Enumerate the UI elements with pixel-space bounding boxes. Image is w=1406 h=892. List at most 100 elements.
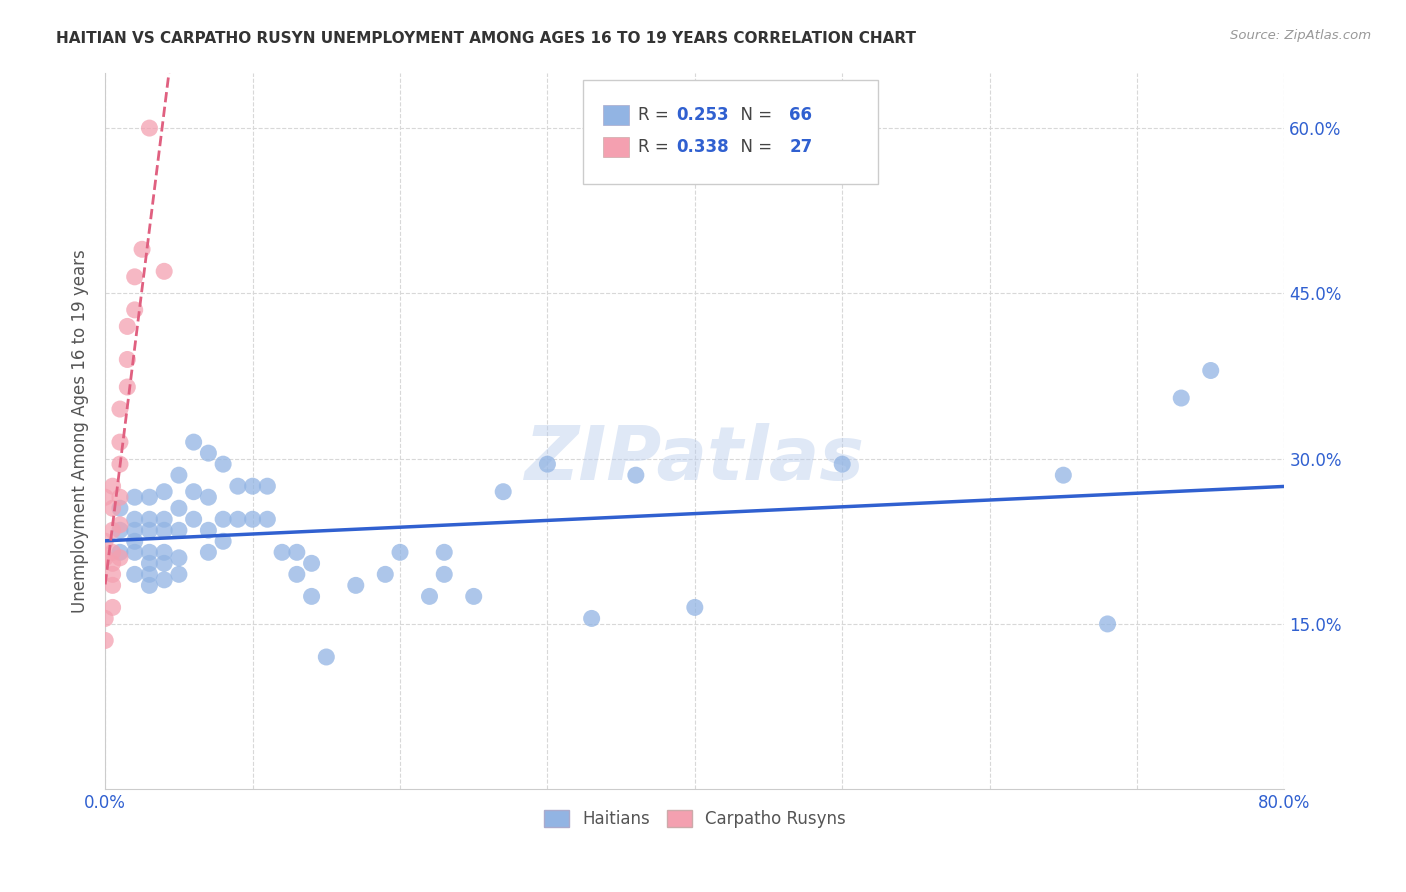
Point (153, 484, 176, 499)
Point (101, 501, 124, 516)
Point (301, 590, 323, 604)
Point (138, 512, 160, 526)
Point (138, 578, 160, 592)
Point (683, 600, 706, 615)
Point (197, 490, 219, 504)
Point (124, 490, 146, 504)
FancyBboxPatch shape (603, 105, 628, 125)
Point (197, 446, 219, 460)
Text: R =: R = (638, 106, 675, 124)
Point (212, 457, 235, 471)
Point (581, 611, 603, 625)
Point (301, 557, 323, 571)
Point (101, 479, 124, 493)
Point (226, 479, 249, 493)
Point (167, 550, 190, 565)
Text: N =: N = (730, 106, 778, 124)
Point (117, 319, 139, 334)
FancyBboxPatch shape (603, 137, 628, 158)
Point (197, 523, 219, 537)
Point (831, 457, 853, 471)
Point (117, 352, 139, 367)
Point (183, 484, 205, 499)
Point (108, 550, 131, 565)
Text: 27: 27 (789, 138, 813, 156)
Point (138, 490, 160, 504)
Point (101, 578, 124, 592)
Point (1052, 468, 1074, 483)
Point (463, 590, 485, 604)
Y-axis label: Unemployment Among Ages 16 to 19 years: Unemployment Among Ages 16 to 19 years (72, 249, 89, 613)
Point (94, 534, 117, 549)
Point (256, 479, 278, 493)
Point (124, 302, 146, 317)
Point (285, 567, 308, 582)
Point (285, 545, 308, 559)
Point (624, 468, 647, 483)
Point (271, 545, 294, 559)
Point (108, 545, 131, 559)
Point (226, 512, 249, 526)
Point (167, 523, 190, 537)
Point (124, 512, 146, 526)
Point (212, 534, 235, 549)
Legend: Haitians, Carpatho Rusyns: Haitians, Carpatho Rusyns (537, 803, 852, 835)
Point (433, 545, 456, 559)
Point (108, 457, 131, 471)
Point (94, 611, 117, 625)
Point (433, 567, 456, 582)
Point (1199, 363, 1222, 377)
Point (138, 121, 160, 136)
Point (101, 600, 124, 615)
Point (108, 501, 131, 516)
Point (153, 557, 176, 571)
Point (167, 468, 190, 483)
Point (374, 567, 396, 582)
FancyBboxPatch shape (583, 80, 877, 184)
Point (492, 484, 515, 499)
Point (536, 457, 558, 471)
Point (389, 545, 412, 559)
Point (256, 512, 278, 526)
Point (117, 380, 139, 394)
Point (242, 512, 264, 526)
Point (1097, 616, 1119, 631)
Point (138, 545, 160, 559)
Point (108, 523, 131, 537)
Point (212, 512, 235, 526)
Text: R =: R = (638, 138, 675, 156)
Point (108, 517, 131, 532)
Point (153, 545, 176, 559)
Point (153, 523, 176, 537)
Point (108, 490, 131, 504)
Point (94, 550, 117, 565)
Text: Source: ZipAtlas.com: Source: ZipAtlas.com (1230, 29, 1371, 42)
Point (131, 242, 153, 256)
Point (167, 567, 190, 582)
Point (124, 545, 146, 559)
Text: HAITIAN VS CARPATHO RUSYN UNEMPLOYMENT AMONG AGES 16 TO 19 YEARS CORRELATION CHA: HAITIAN VS CARPATHO RUSYN UNEMPLOYMENT A… (56, 31, 917, 46)
Point (124, 534, 146, 549)
Point (315, 650, 337, 665)
Point (1170, 391, 1192, 405)
Point (94, 633, 117, 648)
Point (138, 523, 160, 537)
Point (101, 545, 124, 559)
Point (108, 435, 131, 450)
Text: ZIPatlas: ZIPatlas (524, 423, 865, 496)
Point (138, 567, 160, 582)
Point (344, 578, 367, 592)
Point (124, 567, 146, 582)
Point (242, 479, 264, 493)
Point (124, 269, 146, 284)
Point (197, 545, 219, 559)
Point (108, 402, 131, 417)
Point (138, 557, 160, 571)
Point (94, 490, 117, 504)
Point (153, 264, 176, 278)
Point (153, 512, 176, 526)
Point (124, 523, 146, 537)
Text: 0.338: 0.338 (676, 138, 728, 156)
Point (167, 501, 190, 516)
Point (183, 435, 205, 450)
